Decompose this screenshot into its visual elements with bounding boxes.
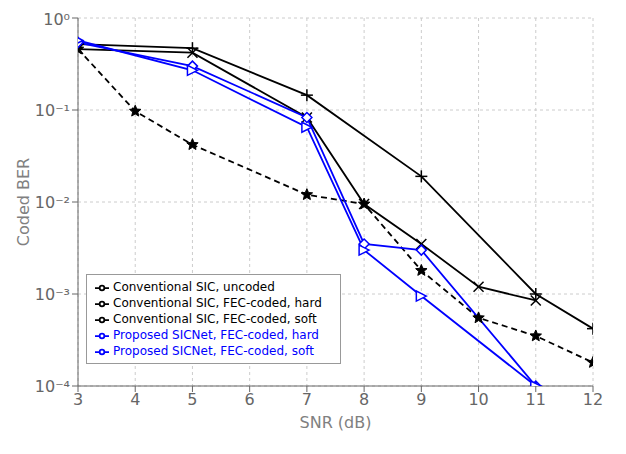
svg-text:SNR (dB): SNR (dB)	[300, 413, 372, 432]
svg-text:10⁻²: 10⁻²	[35, 193, 70, 212]
html-text:Proposed SICNet, FEC-coded, so: Proposed SICNet, FEC-coded, soft	[113, 344, 314, 358]
html-text:Proposed SICNet, FEC-coded, ha: Proposed SICNet, FEC-coded, hard	[113, 328, 319, 342]
svg-text:10⁻⁴: 10⁻⁴	[35, 377, 70, 396]
svg-text:10⁻³: 10⁻³	[35, 285, 70, 304]
svg-text:Coded BER: Coded BER	[14, 158, 33, 246]
svg-text:10⁻¹: 10⁻¹	[35, 101, 70, 120]
svg-text:9: 9	[416, 390, 426, 409]
svg-text:8: 8	[359, 390, 369, 409]
svg-text:5: 5	[187, 390, 197, 409]
svg-text:10⁰: 10⁰	[43, 10, 70, 29]
svg-text:12: 12	[583, 390, 603, 409]
svg-text:7: 7	[302, 390, 312, 409]
html-text:Conventional SIC, FEC-coded, s: Conventional SIC, FEC-coded, soft	[113, 312, 317, 326]
svg-text:3: 3	[73, 390, 83, 409]
svg-text:10: 10	[468, 390, 488, 409]
html-text:Conventional SIC, FEC-coded, h: Conventional SIC, FEC-coded, hard	[113, 296, 322, 310]
html-text:Conventional SIC, uncoded: Conventional SIC, uncoded	[113, 280, 275, 294]
svg-text:6: 6	[245, 390, 255, 409]
svg-text:4: 4	[130, 390, 140, 409]
svg-text:11: 11	[526, 390, 546, 409]
